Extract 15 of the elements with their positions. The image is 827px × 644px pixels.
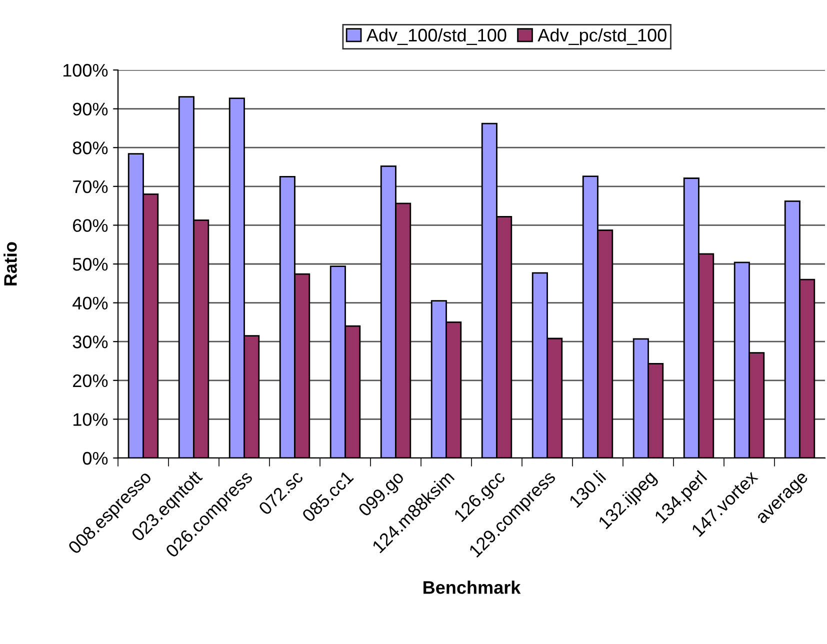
y-tick-label: 70% [73, 180, 108, 194]
y-tick-label: 100% [63, 64, 108, 77]
y-tick-label: 50% [72, 258, 108, 271]
legend-label: Adv_pc/std_100 [538, 28, 666, 46]
y-tick-label: 10% [74, 413, 108, 426]
y-axis-title: Ratio [4, 242, 17, 286]
y-tick-label: 30% [72, 336, 108, 348]
y-tick-label: 60% [73, 219, 108, 232]
y-tick-label: 0% [82, 452, 108, 465]
y-tick-label: 90% [72, 102, 108, 116]
y-tick-label: 40% [72, 296, 108, 310]
legend-label: Adv_100/std_100 [366, 28, 506, 45]
x-axis-title: Benchmark [424, 580, 521, 594]
y-tick-label: 80% [72, 142, 108, 154]
y-tick-label: 20% [73, 374, 108, 388]
